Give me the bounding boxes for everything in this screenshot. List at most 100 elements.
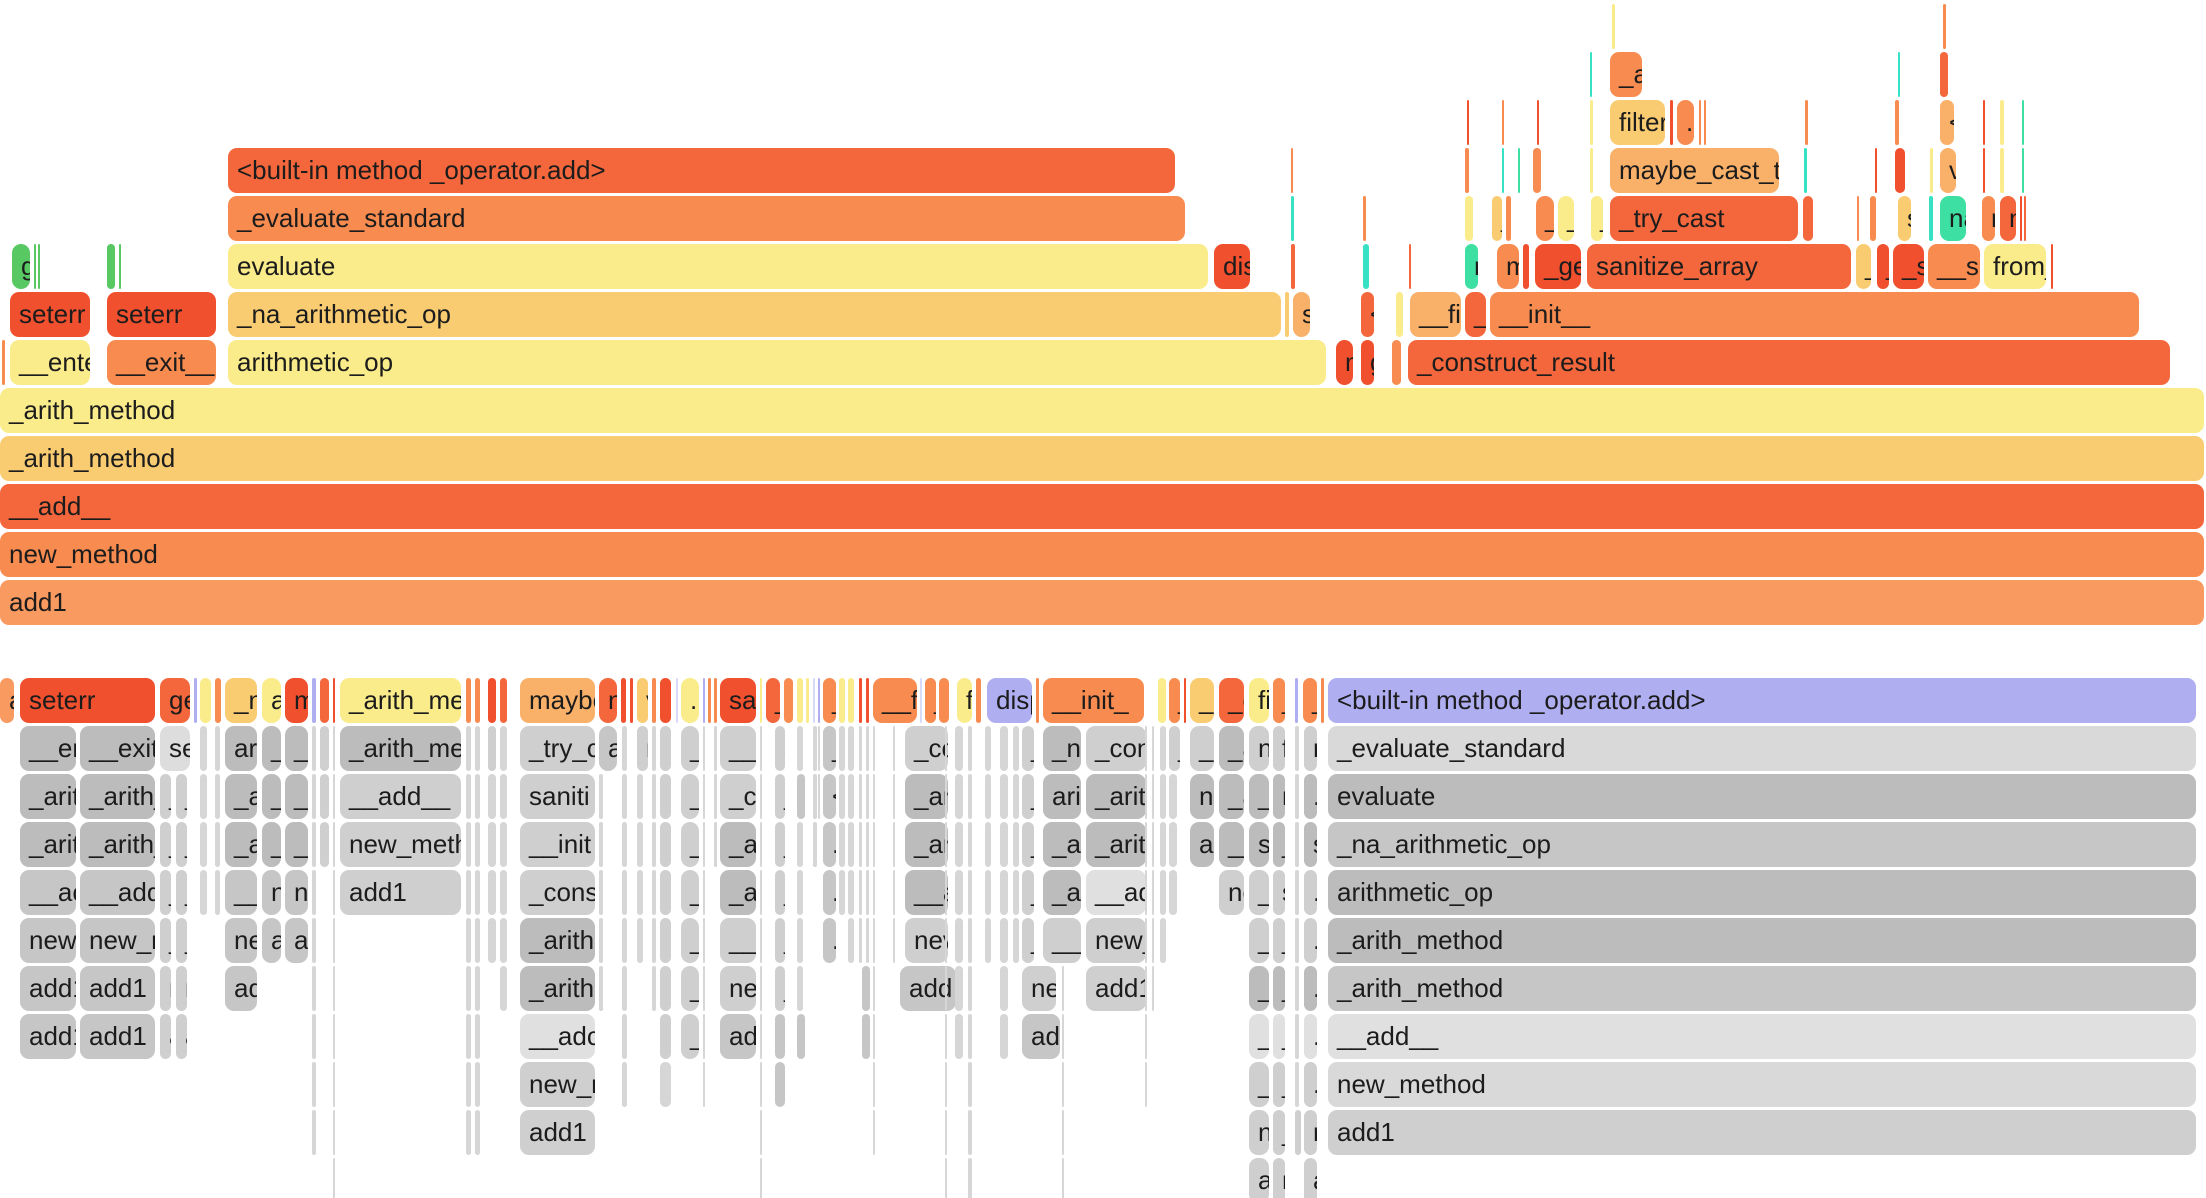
flame-bar[interactable]: g	[107, 244, 115, 289]
flame-bar[interactable]: .	[1363, 244, 1369, 289]
flame-bar[interactable]	[1145, 966, 1147, 1011]
flame-bar[interactable]: a	[599, 726, 617, 771]
flame-bar[interactable]: .	[1677, 100, 1694, 145]
flame-bar[interactable]: _	[1856, 244, 1871, 289]
flame-bar[interactable]	[1291, 244, 1295, 289]
flame-bar[interactable]	[500, 918, 507, 963]
flame-bar[interactable]: r	[488, 678, 496, 723]
flame-bar[interactable]	[1875, 148, 1877, 193]
flame-bar[interactable]	[1590, 52, 1592, 97]
flame-bar[interactable]: _arith_	[80, 822, 155, 867]
flame-bar[interactable]: <	[823, 774, 836, 819]
flame-bar[interactable]	[1857, 196, 1859, 241]
flame-bar[interactable]: .	[1895, 148, 1905, 193]
flame-bar[interactable]: r	[1982, 196, 1995, 241]
flame-bar[interactable]: _arith_	[1086, 774, 1146, 819]
flame-bar[interactable]	[660, 1062, 671, 1107]
flame-bar[interactable]	[500, 774, 507, 819]
flame-bar[interactable]: _	[775, 918, 785, 963]
flame-bar[interactable]: __exit__	[107, 340, 216, 385]
flame-bar[interactable]	[859, 678, 862, 723]
flame-bar[interactable]: .	[660, 678, 671, 723]
flame-bar[interactable]	[194, 678, 197, 723]
flame-bar[interactable]	[848, 822, 854, 867]
flame-bar[interactable]: fi	[1273, 726, 1285, 771]
flame-bar[interactable]	[1295, 774, 1299, 819]
flame-bar[interactable]: s	[1304, 822, 1317, 867]
flame-bar[interactable]: _	[925, 678, 936, 723]
flame-bar[interactable]: __se	[1928, 244, 1980, 289]
flame-bar[interactable]	[968, 918, 972, 963]
flame-bar[interactable]	[873, 870, 875, 915]
flame-bar[interactable]: v	[1940, 148, 1956, 193]
flame-bar[interactable]: _na_arithmetic_op	[228, 292, 1281, 337]
flame-bar[interactable]: _	[1591, 196, 1603, 241]
flame-bar[interactable]: _	[775, 774, 785, 819]
flame-bar[interactable]	[466, 1110, 471, 1155]
flame-bar[interactable]	[622, 966, 627, 1011]
flame-bar[interactable]: a	[1304, 1158, 1317, 1198]
flame-bar[interactable]	[1152, 870, 1154, 915]
flame-bar[interactable]: .	[1304, 1014, 1317, 1059]
flame-bar[interactable]: __exit_	[80, 726, 155, 771]
flame-bar[interactable]	[488, 822, 496, 867]
flame-bar[interactable]	[760, 774, 762, 819]
flame-bar[interactable]	[813, 774, 817, 819]
flame-bar[interactable]	[1930, 148, 1933, 193]
flame-bar[interactable]	[866, 870, 869, 915]
flame-bar[interactable]: _try_cast	[1610, 196, 1798, 241]
flame-bar[interactable]: g	[12, 244, 30, 289]
flame-bar[interactable]: new_r	[80, 918, 155, 963]
flame-bar[interactable]: seterr	[20, 678, 155, 723]
flame-bar[interactable]: .	[1304, 918, 1317, 963]
flame-bar[interactable]: m	[1497, 244, 1519, 289]
flame-bar[interactable]	[968, 1014, 972, 1059]
flame-bar[interactable]	[760, 918, 762, 963]
flame-bar[interactable]: seterr	[107, 292, 216, 337]
flame-bar[interactable]	[708, 678, 711, 723]
flame-bar[interactable]	[622, 918, 627, 963]
flame-bar[interactable]	[637, 774, 643, 819]
flame-bar[interactable]: __f	[873, 678, 917, 723]
flame-bar[interactable]	[1062, 1110, 1064, 1155]
flame-bar[interactable]	[320, 678, 329, 723]
flame-bar[interactable]	[955, 822, 963, 867]
flame-bar[interactable]: _	[823, 678, 836, 723]
flame-bar[interactable]: m	[1336, 340, 1353, 385]
flame-bar[interactable]: _arit	[20, 774, 76, 819]
flame-bar[interactable]: __add__	[0, 484, 2204, 529]
flame-bar[interactable]: _a	[1219, 726, 1244, 771]
flame-bar[interactable]: __init__	[1490, 292, 2139, 337]
flame-bar[interactable]	[1160, 774, 1166, 819]
flame-bar[interactable]: new_r	[520, 1062, 595, 1107]
flame-bar[interactable]	[466, 1014, 471, 1059]
flame-bar[interactable]	[1184, 678, 1186, 723]
flame-bar[interactable]: _na	[1043, 726, 1081, 771]
flame-bar[interactable]	[1409, 244, 1411, 289]
flame-bar[interactable]	[312, 1062, 316, 1107]
flame-bar[interactable]: add1	[1086, 966, 1146, 1011]
flame-bar[interactable]	[848, 918, 854, 963]
flame-bar[interactable]	[859, 774, 862, 819]
flame-bar[interactable]: _c	[1219, 678, 1244, 723]
flame-bar[interactable]: _	[1022, 918, 1034, 963]
flame-bar[interactable]: disp	[1214, 244, 1250, 289]
flame-bar[interactable]	[873, 822, 875, 867]
flame-bar[interactable]	[200, 870, 207, 915]
flame-bar[interactable]	[488, 774, 496, 819]
flame-bar[interactable]: _arith_me	[340, 678, 461, 723]
flame-bar[interactable]	[839, 870, 845, 915]
flame-bar[interactable]: se	[160, 726, 190, 771]
flame-bar[interactable]	[1502, 100, 1504, 145]
flame-bar[interactable]: _	[1536, 196, 1554, 241]
flame-bar[interactable]: evaluate	[1328, 774, 2196, 819]
flame-bar[interactable]: _s	[1893, 244, 1924, 289]
flame-bar[interactable]: .	[660, 966, 671, 1011]
flame-bar[interactable]	[1000, 774, 1008, 819]
flame-bar[interactable]: new_m	[1086, 918, 1146, 963]
flame-bar[interactable]	[1465, 148, 1469, 193]
flame-bar[interactable]	[1036, 678, 1039, 723]
flame-bar[interactable]	[714, 774, 717, 819]
flame-bar[interactable]: arit	[1043, 774, 1081, 819]
flame-bar[interactable]: n	[262, 870, 281, 915]
